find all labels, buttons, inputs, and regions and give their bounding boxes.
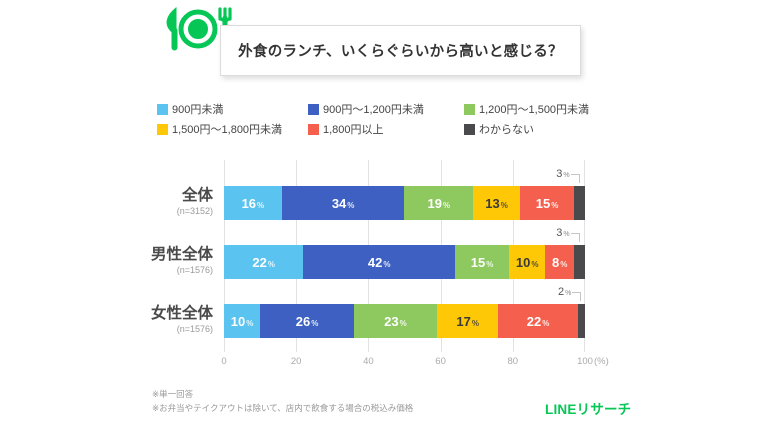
legend-swatch bbox=[464, 123, 475, 135]
x-tick-100: 100 bbox=[577, 356, 593, 367]
bar-segment: 16% bbox=[224, 186, 282, 220]
bar-segment-label: 26% bbox=[295, 313, 319, 329]
category-sample-size: (n=3152) bbox=[176, 206, 213, 216]
bar-segment-label: 13% bbox=[485, 195, 508, 211]
bar-segment: 15% bbox=[455, 245, 510, 279]
x-tick-80: 80 bbox=[507, 356, 519, 367]
bar-segment-label: 42% bbox=[367, 254, 391, 270]
bar-segment: 34% bbox=[281, 186, 405, 220]
callout-value: 3% bbox=[556, 168, 570, 180]
legend-item-4: 1,800円以上 bbox=[308, 121, 464, 137]
bar-segment-label: 23% bbox=[384, 313, 407, 329]
bar-segment: 22% bbox=[498, 304, 578, 338]
bar-segment: 19% bbox=[404, 186, 474, 220]
legend-label: 1,500円〜1,800円未満 bbox=[172, 124, 283, 136]
x-tick-60: 60 bbox=[435, 356, 446, 367]
bar-segment bbox=[574, 186, 585, 220]
callout-unknown: 3% bbox=[556, 168, 580, 183]
bar-segment: 10% bbox=[509, 245, 546, 279]
category-labels: 全体 (n=3152) 男性全体 (n=1576) 女性全体 (n=1576) bbox=[95, 160, 213, 352]
x-tick-20: 20 bbox=[290, 356, 302, 367]
callout-value: 2% bbox=[558, 286, 572, 298]
line-research-logo: LINEリサーチ bbox=[545, 402, 632, 417]
category-label-1: 男性全体 (n=1576) bbox=[95, 246, 213, 276]
bar-segment-label: 8% bbox=[552, 254, 568, 270]
category-sample-size: (n=1576) bbox=[176, 324, 213, 334]
legend-label: 900円〜1,200円未満 bbox=[323, 104, 424, 116]
bar-segment-label: 16% bbox=[241, 195, 265, 211]
callout-unknown: 3% bbox=[556, 227, 580, 242]
bar-segment bbox=[577, 304, 585, 338]
bar-segment-label: 15% bbox=[470, 254, 494, 270]
x-tick-0: 0 bbox=[221, 356, 227, 367]
legend-swatch bbox=[464, 103, 475, 115]
bar-segment: 22% bbox=[224, 245, 304, 279]
category-name: 全体 bbox=[181, 187, 213, 204]
bar-segment-label: 22% bbox=[526, 313, 550, 329]
bar-segment-label: 17% bbox=[456, 313, 479, 329]
category-label-2: 女性全体 (n=1576) bbox=[95, 305, 213, 335]
x-axis: 0 20 40 60 80 100 (%) bbox=[221, 356, 608, 370]
bar-segment-label: 10% bbox=[515, 254, 539, 270]
callout-unknown: 2% bbox=[558, 286, 582, 301]
bar-segment: 26% bbox=[260, 304, 354, 338]
legend: 900円未満 900円〜1,200円未満 1,200円〜1,500円未満 1,500円… bbox=[157, 101, 589, 137]
legend-label: わからない bbox=[479, 124, 534, 136]
category-name: 女性全体 bbox=[150, 305, 213, 322]
legend-item-3: 1,500円〜1,800円未満 bbox=[157, 121, 308, 137]
x-axis-unit: (%) bbox=[594, 356, 609, 367]
legend-label: 1,800円以上 bbox=[323, 124, 384, 136]
bar-segment: 13% bbox=[473, 186, 520, 220]
callout-connector bbox=[570, 233, 580, 242]
footnote-2: ※お弁当やテイクアウトは除いて、店内で飲食する場合の税込み価格 bbox=[152, 403, 414, 413]
legend-swatch bbox=[157, 123, 168, 135]
legend-label: 1,200円〜1,500円未満 bbox=[479, 104, 590, 116]
bar-segment: 8% bbox=[545, 245, 575, 279]
bar-segment bbox=[574, 245, 585, 279]
bar-segment: 42% bbox=[303, 245, 456, 279]
callout-value: 3% bbox=[556, 227, 570, 239]
bar-segment-label: 15% bbox=[535, 195, 559, 211]
bar-row-1: 22% 42% 15% 10% 8% bbox=[224, 245, 585, 279]
bar-row-2: 10% 26% 23% 17% 22% bbox=[224, 304, 585, 338]
x-tick-40: 40 bbox=[363, 356, 374, 367]
title-box: 外食のランチ、いくらぐらいから高いと感じる？ bbox=[220, 25, 581, 76]
bar-segment: 17% bbox=[436, 304, 499, 338]
legend-swatch bbox=[308, 123, 319, 135]
legend-swatch bbox=[308, 103, 319, 115]
legend-item-5: わからない bbox=[464, 121, 589, 137]
category-sample-size: (n=1576) bbox=[176, 265, 213, 275]
bar-segment-label: 10% bbox=[230, 313, 254, 329]
stacked-bar-plot: 16% 34% 19% 13% 15% 3% 22% 42% 15% 10% 8% 3% 10% 26% 2… bbox=[224, 160, 585, 352]
category-label-0: 全体 (n=3152) bbox=[95, 187, 213, 217]
callout-connector bbox=[570, 174, 580, 183]
bar-segment: 15% bbox=[519, 186, 575, 220]
footnote-1: ※単一回答 bbox=[152, 389, 194, 399]
legend-item-1: 900円〜1,200円未満 bbox=[308, 101, 464, 117]
page-title: 外食のランチ、いくらぐらいから高いと感じる？ bbox=[238, 44, 563, 60]
bar-segment-label: 19% bbox=[427, 195, 451, 211]
legend-item-0: 900円未満 bbox=[157, 101, 308, 117]
bar-segment: 23% bbox=[353, 304, 437, 338]
bar-row-0: 16% 34% 19% 13% 15% bbox=[224, 186, 585, 220]
bar-segment-label: 22% bbox=[252, 254, 275, 270]
legend-label: 900円未満 bbox=[172, 104, 224, 116]
legend-swatch bbox=[157, 103, 168, 115]
legend-item-2: 1,200円〜1,500円未満 bbox=[464, 101, 589, 117]
callout-connector bbox=[572, 292, 582, 301]
category-name: 男性全体 bbox=[150, 246, 213, 263]
bar-segment: 10% bbox=[224, 304, 261, 338]
footnotes: ※単一回答 ※お弁当やテイクアウトは除いて、店内で飲食する場合の税込み価格 bbox=[152, 387, 413, 415]
bar-segment-label: 34% bbox=[331, 195, 355, 211]
